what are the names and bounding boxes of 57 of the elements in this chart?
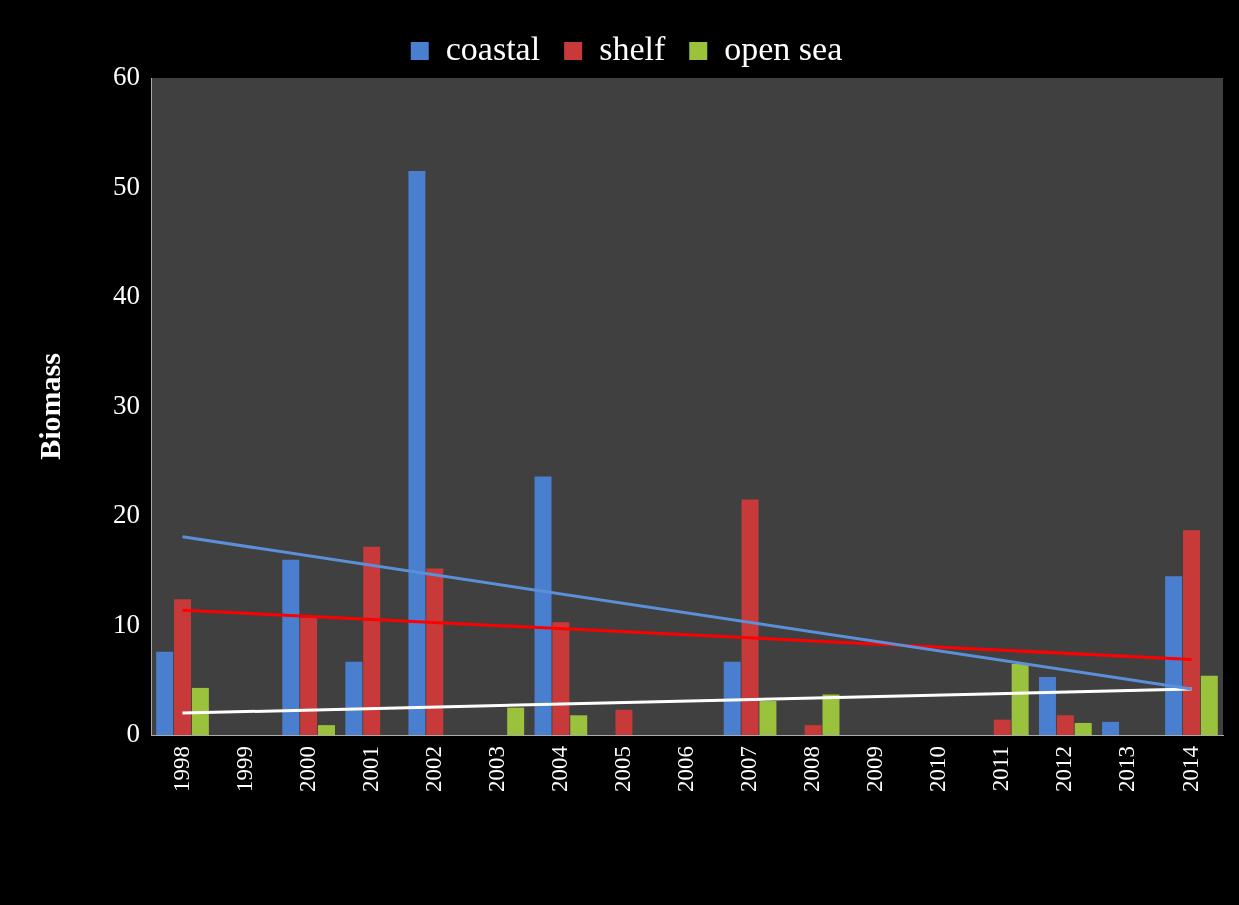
bar [300,617,318,735]
bar [507,707,525,735]
y-tick-label: 0 [126,718,140,749]
y-tick-label: 10 [113,608,140,639]
bar [156,651,174,735]
bar [282,559,300,735]
bar [804,725,822,735]
bar [1074,722,1092,735]
bar [570,715,588,735]
bar [723,661,741,735]
bar [426,568,444,735]
bar [1011,663,1029,735]
bar [552,622,570,735]
y-tick-label: 60 [113,61,140,92]
legend-label: coastal [445,29,541,67]
y-tick-label: 30 [113,389,140,420]
bar [993,719,1011,735]
legend-label: open sea [724,29,843,67]
x-tick-label: 2003 [483,746,509,792]
x-tick-label: 2012 [1051,746,1077,792]
bar [191,687,209,735]
x-tick-label: 2002 [420,746,446,792]
x-tick-label: 2000 [294,746,320,792]
bar [363,546,381,735]
bar [822,694,840,735]
bar [615,709,633,735]
y-tick-label: 50 [113,170,140,201]
legend-label: shelf [599,29,666,67]
x-tick-label: 2004 [546,745,572,792]
y-tick-label: 40 [113,280,140,311]
x-tick-label: 2001 [357,746,383,792]
bar [318,725,335,735]
bar [741,499,759,735]
bar [1200,675,1218,735]
x-tick-label: 2009 [862,746,888,792]
x-tick-label: 2011 [988,746,1014,792]
bar [408,171,426,735]
x-tick-label: 2013 [1114,746,1140,792]
bar [1039,676,1056,735]
bar [534,476,552,735]
y-axis-title: Biomass [32,353,66,460]
bar [759,701,777,735]
bar [1056,715,1074,735]
x-tick-label: 2007 [736,746,762,792]
bar [1182,530,1200,735]
x-tick-label: 2006 [673,746,699,792]
x-tick-label: 1999 [231,746,257,792]
x-tick-label: 2010 [925,746,951,792]
bar [1102,721,1120,735]
y-tick-label: 20 [113,499,140,530]
bar [1165,576,1183,735]
bar [174,599,192,735]
x-tick-label: 2005 [609,746,635,792]
x-tick-label: 1998 [168,746,194,792]
x-tick-label: 2008 [799,746,825,792]
bar [345,661,363,735]
x-tick-label: 2014 [1177,745,1203,792]
